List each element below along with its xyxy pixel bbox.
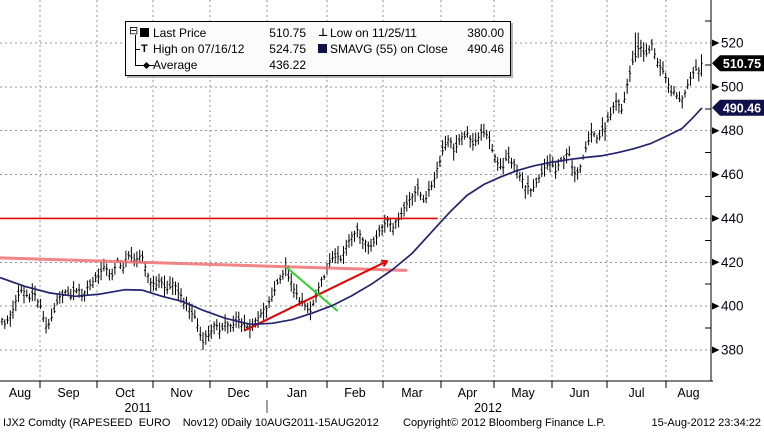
copyright-text: Copyright© 2012 Bloomberg Finance L.P. bbox=[403, 417, 606, 429]
svg-text:Aug: Aug bbox=[9, 386, 31, 400]
last-price-badge[interactable]: 510.75 bbox=[712, 55, 764, 72]
svg-text:May: May bbox=[511, 386, 535, 400]
low-marker-icon: ⊥ bbox=[318, 27, 329, 39]
legend-low-label: Low on 11/25/11 bbox=[330, 26, 417, 40]
svg-text:Feb: Feb bbox=[344, 386, 366, 400]
legend-last-price-value: 510.75 bbox=[269, 26, 306, 40]
legend-tree-line bbox=[135, 35, 136, 66]
legend-high-label: High on 07/16/12 bbox=[153, 42, 245, 56]
axes bbox=[0, 0, 713, 388]
smavg-swatch-icon bbox=[318, 44, 327, 53]
x-axis-labels: Aug Sep Oct Nov Dec Jan Feb Mar Apr May Jun Jul Aug 2… bbox=[9, 386, 700, 415]
svg-text:480: 480 bbox=[721, 123, 744, 138]
svg-text:Oct: Oct bbox=[115, 386, 135, 400]
svg-text:2012: 2012 bbox=[474, 401, 502, 415]
legend-box[interactable]: ⊟ Last Price 510.75 ⊥ Low on 11/25/11 38… bbox=[125, 21, 511, 76]
trendline-breakdown-green bbox=[286, 266, 338, 312]
svg-text:Sep: Sep bbox=[57, 386, 79, 400]
legend-average-value: 436.22 bbox=[269, 58, 306, 72]
trendline-ascending-support bbox=[244, 259, 388, 332]
smavg-price-badge[interactable]: 490.46 bbox=[712, 99, 764, 116]
svg-text:Jul: Jul bbox=[629, 386, 645, 400]
svg-text:2011: 2011 bbox=[125, 401, 152, 415]
legend-tree-stub bbox=[135, 65, 140, 66]
instrument-description: IJX2 Comdty (RAPESEED EURO Nov12) 0Daily… bbox=[3, 417, 379, 429]
svg-text:Jun: Jun bbox=[569, 386, 589, 400]
svg-text:Aug: Aug bbox=[677, 386, 699, 400]
legend-tree-stub bbox=[135, 49, 140, 50]
svg-text:400: 400 bbox=[721, 299, 744, 314]
legend-smavg-label: SMAVG (55) on Close bbox=[330, 42, 448, 56]
smavg-line bbox=[0, 107, 703, 326]
legend-last-price-label: Last Price bbox=[153, 26, 207, 40]
timestamp: 15-Aug-2012 23:34:22 bbox=[651, 417, 761, 429]
y-axis-labels: 380 400 420 440 460 480 500 520 bbox=[712, 36, 744, 358]
legend-high-value: 524.75 bbox=[269, 42, 306, 56]
legend-expander-icon[interactable]: ⊟ bbox=[129, 25, 139, 37]
average-marker-icon bbox=[139, 57, 154, 73]
svg-text:Mar: Mar bbox=[401, 386, 423, 400]
legend-low-value: 380.00 bbox=[467, 26, 504, 40]
svg-text:460: 460 bbox=[721, 167, 744, 182]
svg-text:440: 440 bbox=[721, 211, 744, 226]
svg-text:Jan: Jan bbox=[287, 386, 307, 400]
svg-text:490.46: 490.46 bbox=[723, 101, 761, 115]
svg-text:520: 520 bbox=[721, 36, 744, 51]
svg-text:Nov: Nov bbox=[170, 386, 193, 400]
svg-text:380: 380 bbox=[721, 343, 744, 358]
status-bar: IJX2 Comdty (RAPESEED EURO Nov12) 0Daily… bbox=[0, 417, 764, 432]
svg-text:510.75: 510.75 bbox=[723, 57, 761, 71]
ohlc-bars bbox=[0, 32, 703, 350]
high-marker-icon: T bbox=[141, 43, 148, 55]
svg-text:Dec: Dec bbox=[227, 386, 249, 400]
svg-text:Apr: Apr bbox=[458, 386, 477, 400]
svg-text:500: 500 bbox=[721, 79, 744, 94]
svg-text:420: 420 bbox=[721, 255, 744, 270]
legend-smavg-value: 490.46 bbox=[467, 42, 504, 56]
last-price-swatch-icon bbox=[140, 28, 149, 37]
legend-average-label: Average bbox=[153, 58, 198, 72]
trendline-descending-resistance bbox=[0, 256, 408, 272]
